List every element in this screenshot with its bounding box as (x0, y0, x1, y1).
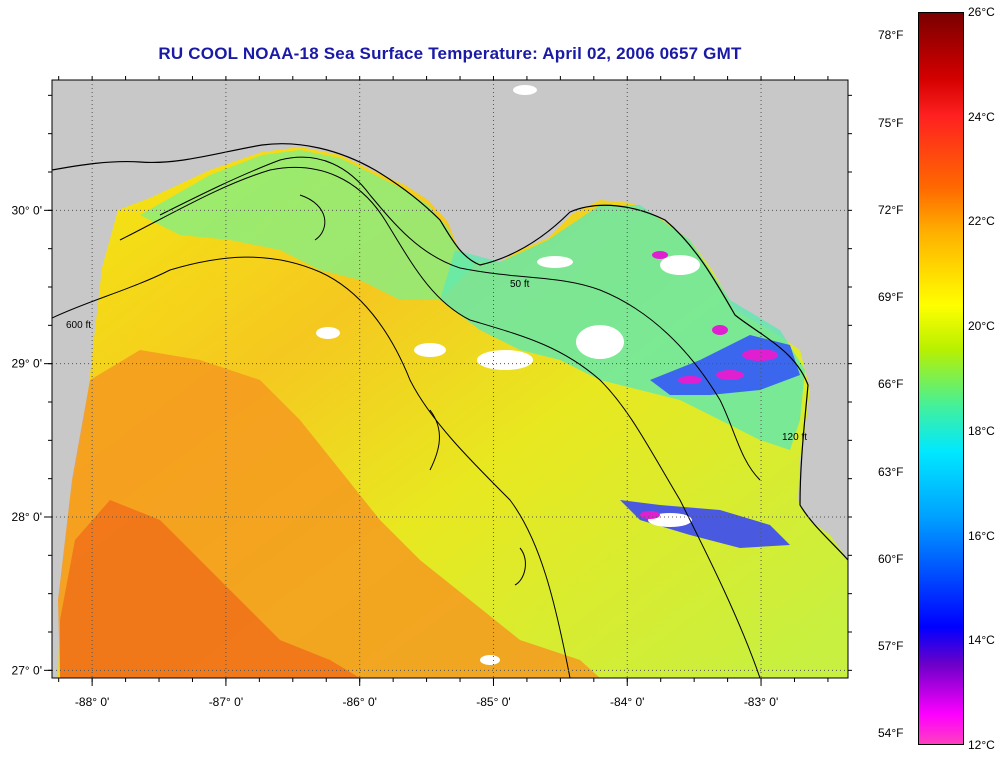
colorbar-celsius-label: 18°C (968, 423, 995, 438)
lon-tick-label: -86° 0' (342, 695, 376, 709)
colorbar-fahrenheit-label: 63°F (878, 464, 904, 479)
lon-tick-label: -85° 0' (476, 695, 510, 709)
map-frame (51, 79, 849, 679)
colorbar-celsius-label: 24°C (968, 109, 995, 124)
colorbar-celsius-label: 20°C (968, 319, 995, 334)
colorbar-fahrenheit-label: 60°F (878, 551, 904, 566)
contour-label: 600 ft (66, 320, 91, 331)
colorbar-fahrenheit-label: 57°F (878, 639, 904, 654)
lon-tick-label: -83° 0' (744, 695, 778, 709)
axis-labels: -88° 0' -87° 0' -86° 0' -85° 0' -84° 0' -83° … (12, 203, 779, 709)
coldest-pixels (640, 251, 778, 519)
colorbar-fahrenheit-label: 69°F (878, 290, 904, 305)
colorbar-fahrenheit-label: 78°F (878, 28, 904, 43)
colorbar-fahrenheit-label: 72°F (878, 202, 904, 217)
map-gridlines (52, 80, 848, 678)
colorbar-fahrenheit-label: 66°F (878, 377, 904, 392)
contour-label: 50 ft (510, 279, 530, 290)
lat-tick-label: 29° 0' (12, 357, 42, 371)
lat-tick-label: 27° 0' (12, 663, 42, 677)
colorbar-celsius-label: 12°C (968, 738, 995, 752)
colorbar-fahrenheit-label: 75°F (878, 115, 904, 130)
cloud-patches (316, 85, 700, 665)
lon-tick-label: -84° 0' (610, 695, 644, 709)
lat-tick-label: 28° 0' (12, 510, 42, 524)
lon-tick-label: -88° 0' (75, 695, 109, 709)
coastline (52, 143, 848, 561)
depth-contours (52, 156, 761, 678)
warm-water-core (60, 500, 360, 678)
map-title: RU COOL NOAA-18 Sea Surface Temperature:… (158, 44, 742, 63)
lon-tick-label: -87° 0' (209, 695, 243, 709)
contour-label: 120 ft (782, 432, 807, 443)
lat-tick-label: 30° 0' (12, 203, 42, 217)
cold-band-south (620, 500, 790, 548)
colorbar-celsius-label: 26°C (968, 5, 995, 19)
colorbar-celsius-label: 16°C (968, 528, 995, 543)
map-plot-area: 50 ft 120 ft 600 ft (52, 80, 848, 678)
colorbar-celsius-label: 22°C (968, 214, 995, 229)
axis-ticks (44, 76, 852, 686)
colorbar-celsius-label: 14°C (968, 633, 995, 648)
colorbar (918, 12, 964, 745)
colorbar-fahrenheit-label: 54°F (878, 726, 904, 741)
